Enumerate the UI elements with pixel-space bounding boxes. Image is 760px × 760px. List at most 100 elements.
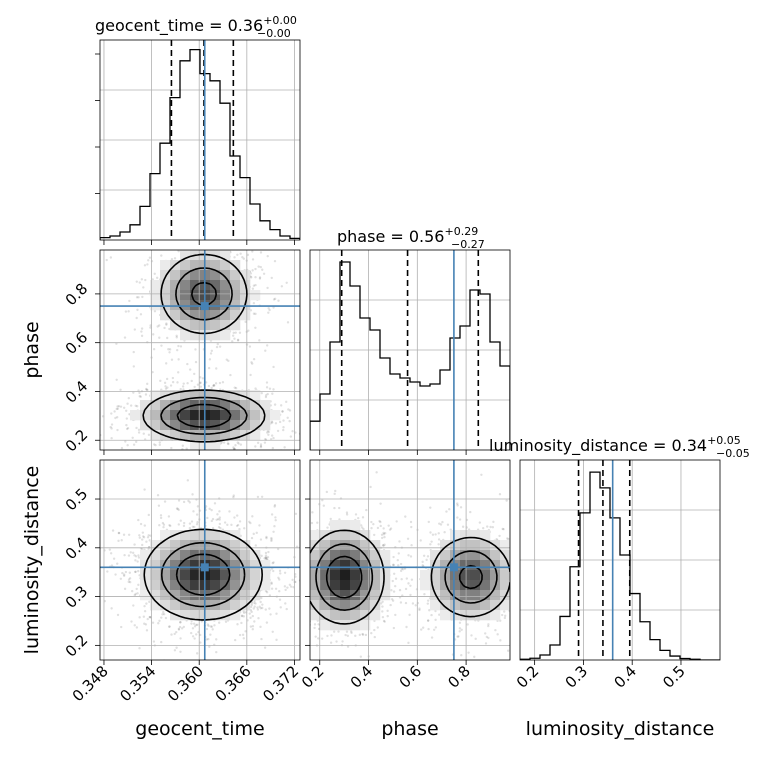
sample-point (191, 635, 195, 638)
sample-point (307, 591, 309, 593)
sample-point (195, 633, 198, 636)
density-cell (430, 580, 441, 591)
sample-point (286, 321, 290, 324)
sample-point (517, 561, 519, 563)
sample-point (267, 550, 270, 554)
sample-point (254, 326, 257, 329)
density-cell (470, 530, 481, 541)
density-cell (470, 570, 481, 581)
sample-point (146, 388, 149, 392)
sample-point (255, 531, 258, 535)
sample-point (253, 605, 256, 608)
sample-point (194, 360, 198, 364)
sample-point (428, 609, 431, 612)
title-geocent-time-plus: +0.00 (263, 14, 297, 27)
sample-point (398, 588, 402, 592)
sample-point (270, 421, 274, 424)
sample-point (427, 520, 430, 524)
sample-point (177, 344, 180, 348)
sample-point (152, 348, 156, 351)
sample-point (292, 618, 294, 620)
sample-point (163, 326, 166, 330)
sample-point (398, 540, 401, 543)
sample-point (218, 381, 222, 385)
density-cell (470, 590, 481, 601)
density-cell (140, 590, 151, 601)
sample-point (501, 527, 504, 531)
sample-point (422, 554, 426, 557)
density-cell (230, 530, 241, 541)
sample-point (274, 587, 278, 591)
density-cell (450, 550, 461, 561)
density-cell (210, 280, 221, 291)
sample-point (177, 358, 180, 361)
sample-point (224, 620, 228, 623)
sample-point (143, 488, 146, 491)
sample-point (346, 634, 350, 638)
sample-point (212, 384, 215, 388)
panel-hist-geocent-time (99, 39, 301, 241)
sample-point (227, 359, 230, 363)
sample-point (306, 584, 308, 586)
sample-point (138, 647, 141, 650)
density-cell (330, 600, 341, 611)
sample-point (400, 567, 404, 571)
sample-point (208, 645, 211, 648)
sample-point (143, 622, 146, 625)
sample-point (129, 551, 132, 554)
sample-point (264, 551, 268, 555)
density-cell (220, 280, 231, 291)
sample-point (123, 553, 126, 557)
density-cell (350, 520, 361, 531)
sample-point (195, 523, 199, 526)
sample-point (110, 427, 113, 430)
sample-point (163, 500, 167, 503)
sample-point (376, 526, 380, 530)
sample-point (394, 613, 397, 617)
sample-point (213, 624, 216, 627)
density-cell (190, 300, 201, 311)
sample-point (163, 381, 167, 385)
sample-point (234, 386, 238, 390)
density-cell (340, 540, 351, 551)
sample-point (195, 623, 198, 627)
sample-point (181, 444, 185, 447)
sample-point (290, 516, 292, 518)
sample-point (264, 589, 268, 593)
sample-point (270, 581, 273, 584)
sample-point (181, 447, 184, 450)
sample-point (382, 544, 385, 547)
sample-point (132, 452, 134, 454)
sample-point (456, 502, 459, 505)
density-cell (320, 560, 331, 571)
sample-point (222, 441, 226, 444)
sample-point (126, 444, 129, 447)
density-cell (240, 270, 251, 281)
sample-point (168, 245, 170, 247)
sample-point (272, 569, 275, 573)
sample-point (361, 632, 364, 636)
sample-point (210, 349, 214, 353)
sample-point (191, 525, 195, 528)
sample-point (241, 633, 245, 637)
sample-point (523, 566, 525, 568)
density-cell (250, 550, 261, 561)
sample-point (158, 619, 161, 623)
sample-point (383, 620, 386, 623)
sample-point (458, 627, 462, 630)
sample-point (215, 638, 218, 641)
density-cell (180, 580, 191, 591)
sample-point (236, 623, 239, 626)
sample-point (381, 605, 384, 608)
sample-point (254, 283, 257, 287)
density-cell (330, 580, 341, 591)
sample-point (273, 297, 277, 301)
sample-point (303, 610, 305, 612)
sample-point (148, 615, 151, 619)
sample-point (134, 570, 137, 573)
sample-point (280, 285, 284, 288)
density-cell (180, 300, 191, 311)
sample-point (329, 517, 332, 521)
sample-point (233, 256, 236, 259)
sample-point (301, 602, 303, 604)
